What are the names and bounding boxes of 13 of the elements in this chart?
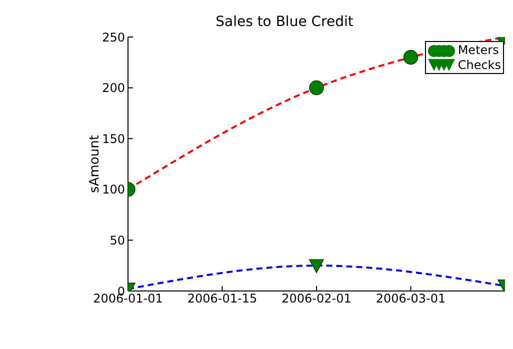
x-tick-label: 2006-03-01 <box>376 292 446 306</box>
y-axis-title: sAmount <box>88 135 103 193</box>
x-tick-label: 2006-02-01 <box>282 292 352 306</box>
legend-label: Checks <box>458 58 501 72</box>
y-tick-label: 200 <box>102 81 125 96</box>
point <box>309 80 324 96</box>
chart-title: Sales to Blue Credit <box>214 14 354 30</box>
y-tick-label: 250 <box>102 30 125 44</box>
y-tick-label: 100 <box>102 182 125 197</box>
y-tick-label: 50 <box>110 233 125 248</box>
y-tick-label: 150 <box>102 132 125 146</box>
legend-label: Meters <box>458 43 499 57</box>
x-tick-label: 2006-01-15 <box>187 292 258 306</box>
